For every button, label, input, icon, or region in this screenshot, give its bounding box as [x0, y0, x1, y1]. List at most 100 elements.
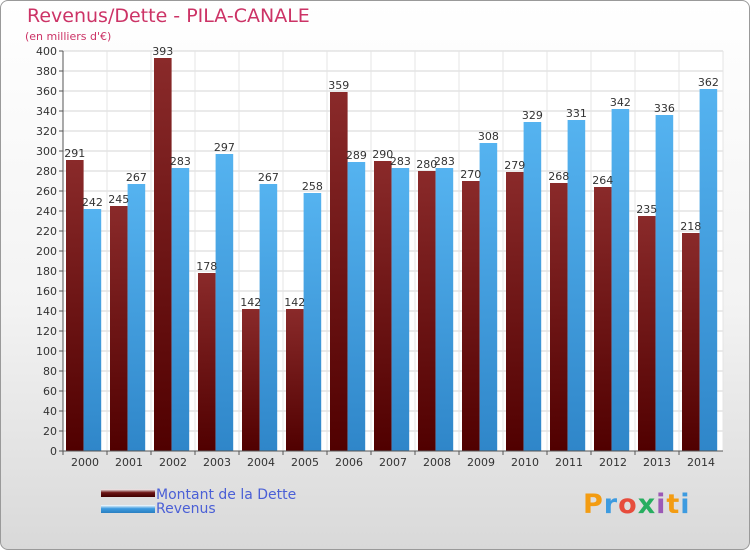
data-labels: 291 245 393 178 142 142 359 290 280 270 279 268 264 2… — [64, 45, 719, 309]
logo-letter: x — [637, 489, 657, 520]
y-tick-label: 140 — [36, 305, 57, 318]
bar-dette — [418, 171, 436, 451]
bar-dette — [110, 206, 128, 451]
data-label: 283 — [434, 155, 455, 168]
data-label: 270 — [460, 168, 481, 181]
data-label: 280 — [416, 158, 437, 171]
bar-revenus — [303, 193, 322, 451]
bar-dette — [462, 181, 480, 451]
bar-revenus — [215, 154, 234, 451]
axes: 0 20 40 60 80 100 120 140 160 180 200 220 240 260 280 3… — [36, 45, 723, 469]
y-tick-label: 240 — [36, 205, 57, 218]
bar-dette — [198, 273, 216, 451]
data-label: 297 — [214, 141, 235, 154]
data-label: 267 — [126, 171, 147, 184]
y-tick-label: 260 — [36, 185, 57, 198]
x-tick-label: 2001 — [115, 456, 143, 469]
logo-letter: r — [603, 489, 619, 520]
bar-revenus — [567, 120, 586, 451]
data-label: 218 — [680, 220, 701, 233]
data-label: 336 — [654, 102, 675, 115]
bar-revenus — [523, 122, 542, 451]
x-tick-label: 2007 — [379, 456, 407, 469]
legend-label-revenus: Revenus — [156, 501, 216, 517]
x-tick-label: 2011 — [555, 456, 583, 469]
bar-revenus — [611, 109, 630, 451]
bar-dette — [682, 233, 700, 451]
data-label: 359 — [328, 79, 349, 92]
bar-dette — [550, 183, 568, 451]
y-tick-label: 360 — [36, 85, 57, 98]
data-label: 283 — [170, 155, 191, 168]
data-label: 342 — [610, 96, 631, 109]
bar-dette — [374, 161, 392, 451]
data-label: 362 — [698, 76, 719, 89]
y-tick-label: 40 — [43, 405, 57, 418]
bar-dette — [286, 309, 304, 451]
data-label: 268 — [548, 170, 569, 183]
bars — [66, 58, 718, 451]
bar-dette — [242, 309, 260, 451]
y-tick-label: 400 — [36, 45, 57, 58]
unit-label: (en milliers d'€) — [25, 30, 112, 43]
data-label: 258 — [302, 180, 323, 193]
x-tick-label: 2008 — [423, 456, 451, 469]
legend-label-dette: Montant de la Dette — [156, 487, 297, 503]
y-tick-label: 300 — [36, 145, 57, 158]
x-tick-label: 2000 — [71, 456, 99, 469]
data-label: 329 — [522, 109, 543, 122]
chart-title: Revenus/Dette - PILA-CANALE — [27, 5, 310, 27]
y-tick-label: 120 — [36, 325, 57, 338]
logo-letter: P — [583, 489, 604, 520]
bar-revenus — [655, 115, 674, 451]
x-tick-label: 2002 — [159, 456, 187, 469]
x-tick-label: 2012 — [599, 456, 627, 469]
data-label: 290 — [372, 148, 393, 161]
data-label: 178 — [196, 260, 217, 273]
data-label: 235 — [636, 203, 657, 216]
data-label: 331 — [566, 107, 587, 120]
bar-revenus — [435, 168, 454, 451]
x-tick-label: 2009 — [467, 456, 495, 469]
bar-dette — [638, 216, 656, 451]
bar-dette — [154, 58, 172, 451]
legend-swatch-dette — [101, 489, 155, 497]
data-label: 142 — [284, 296, 305, 309]
y-tick-label: 220 — [36, 225, 57, 238]
bar-revenus — [479, 143, 498, 451]
y-tick-label: 100 — [36, 345, 57, 358]
y-tick-label: 280 — [36, 165, 57, 178]
data-label: 245 — [108, 193, 129, 206]
logo-letter: t — [666, 489, 681, 520]
data-label: 308 — [478, 130, 499, 143]
data-label: 142 — [240, 296, 261, 309]
data-label: 264 — [592, 174, 613, 187]
bar-revenus — [347, 162, 366, 451]
x-tick-label: 2010 — [511, 456, 539, 469]
bar-dette — [330, 92, 348, 451]
y-tick-label: 80 — [43, 365, 57, 378]
x-tick-label: 2006 — [335, 456, 363, 469]
x-tick-label: 2014 — [687, 456, 715, 469]
x-tick-label: 2003 — [203, 456, 231, 469]
x-tick-label: 2004 — [247, 456, 275, 469]
logo-letter: i — [680, 489, 691, 520]
y-tick-label: 340 — [36, 105, 57, 118]
bar-revenus — [171, 168, 190, 451]
data-label: 393 — [152, 45, 173, 58]
bar-revenus — [259, 184, 278, 451]
bar-revenus — [83, 209, 102, 451]
bar-revenus — [699, 89, 718, 451]
y-tick-label: 200 — [36, 245, 57, 258]
data-label: 279 — [504, 159, 525, 172]
logo-letter: o — [618, 489, 638, 520]
x-tick-label: 2005 — [291, 456, 319, 469]
y-tick-label: 180 — [36, 265, 57, 278]
proxiti-logo: Proxiti — [583, 489, 691, 520]
data-label: 291 — [64, 147, 85, 160]
bar-revenus — [391, 168, 410, 451]
data-label: 289 — [346, 149, 367, 162]
bar-dette — [66, 160, 84, 451]
y-tick-label: 380 — [36, 65, 57, 78]
